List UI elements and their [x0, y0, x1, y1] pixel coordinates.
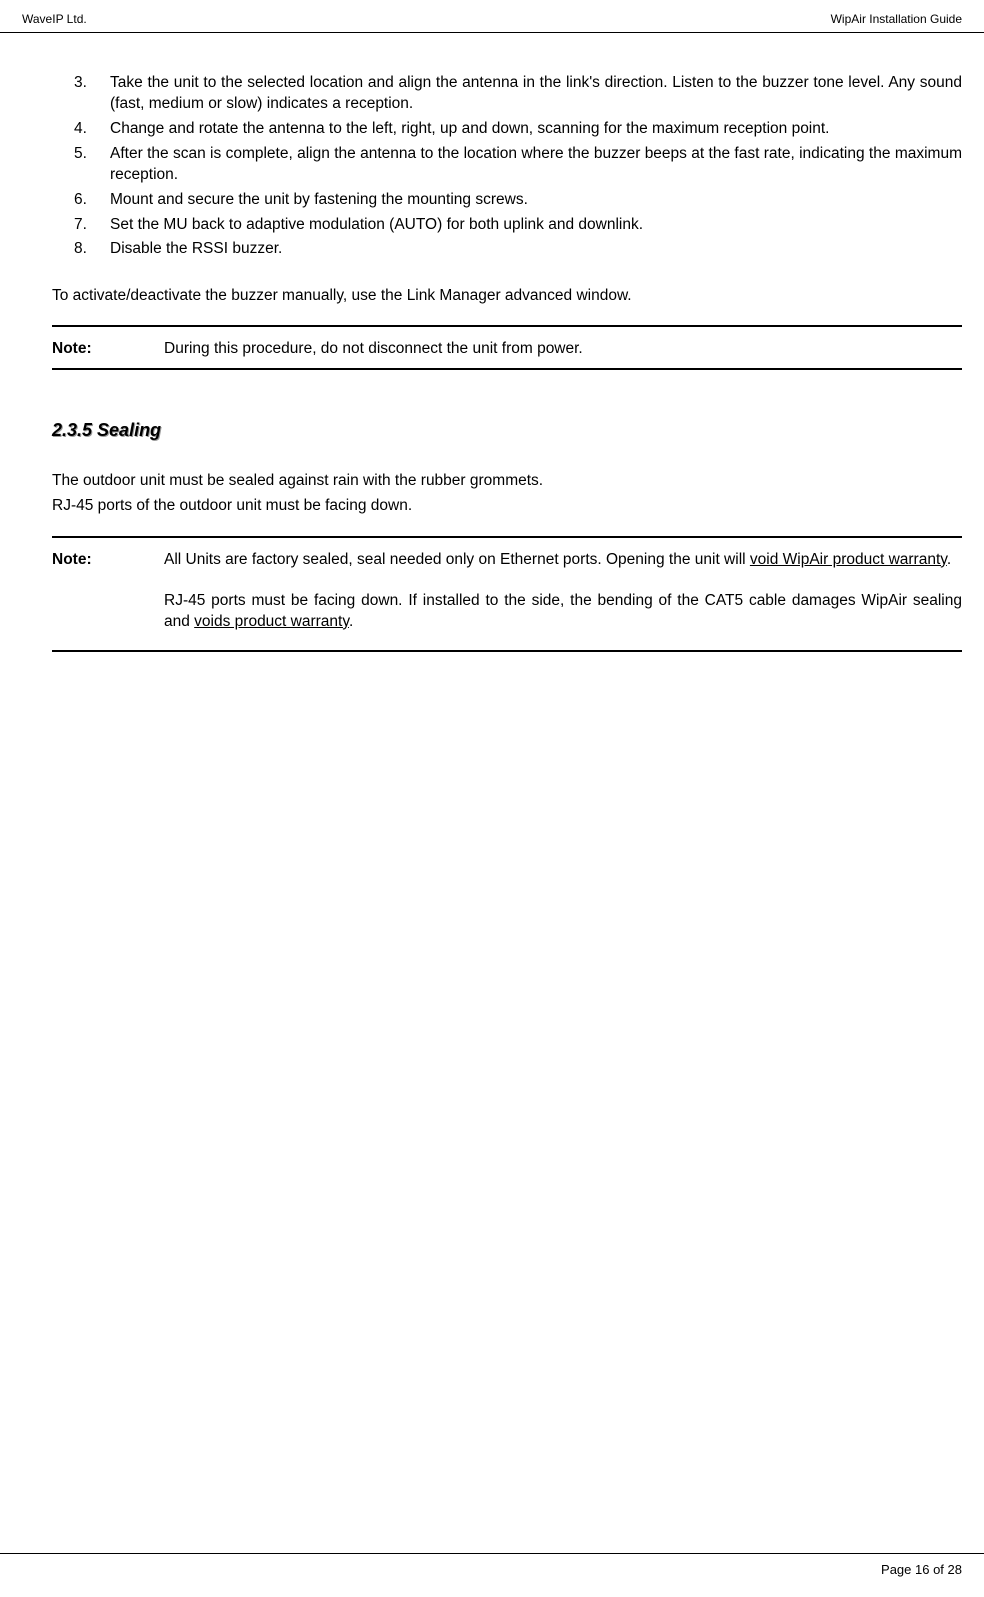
- divider: [52, 536, 962, 538]
- warranty-underline: voids product warranty: [194, 613, 349, 630]
- activate-text: To activate/deactivate the buzzer manual…: [52, 286, 962, 307]
- note-block-1: Note: During this procedure, do not disc…: [52, 339, 962, 360]
- note-text-segment: .: [947, 551, 951, 568]
- procedure-list: Take the unit to the selected location a…: [52, 73, 962, 260]
- note-text: All Units are factory sealed, seal neede…: [164, 550, 962, 633]
- page-number: Page 16 of 28: [881, 1562, 962, 1577]
- note-text-segment: .: [349, 613, 353, 630]
- note-para-1: All Units are factory sealed, seal neede…: [164, 550, 962, 571]
- header-left: WaveIP Ltd.: [22, 12, 87, 26]
- sealing-text-1: The outdoor unit must be sealed against …: [52, 469, 962, 492]
- note-label: Note:: [52, 550, 164, 633]
- page-wrapper: WaveIP Ltd. WipAir Installation Guide Ta…: [0, 0, 984, 1597]
- list-item: Change and rotate the antenna to the lef…: [110, 119, 962, 140]
- sealing-text-2: RJ-45 ports of the outdoor unit must be …: [52, 494, 962, 517]
- note-para-2: RJ-45 ports must be facing down. If inst…: [164, 591, 962, 633]
- divider: [52, 650, 962, 652]
- section-heading-sealing: 2.3.5 Sealing: [52, 420, 962, 441]
- list-item: After the scan is complete, align the an…: [110, 144, 962, 186]
- header-right: WipAir Installation Guide: [831, 12, 962, 26]
- content-area: Take the unit to the selected location a…: [0, 73, 984, 652]
- list-item: Disable the RSSI buzzer.: [110, 239, 962, 260]
- divider: [52, 368, 962, 370]
- list-item: Mount and secure the unit by fastening t…: [110, 190, 962, 211]
- divider: [52, 325, 962, 327]
- page-header: WaveIP Ltd. WipAir Installation Guide: [0, 0, 984, 33]
- list-item: Set the MU back to adaptive modulation (…: [110, 215, 962, 236]
- note-text-segment: All Units are factory sealed, seal neede…: [164, 551, 750, 568]
- warranty-underline: void WipAir product warranty: [750, 551, 947, 568]
- list-item: Take the unit to the selected location a…: [110, 73, 962, 115]
- note-label: Note:: [52, 339, 164, 360]
- note-block-2: Note: All Units are factory sealed, seal…: [52, 550, 962, 633]
- page-footer: Page 16 of 28: [0, 1553, 984, 1597]
- note-text: During this procedure, do not disconnect…: [164, 339, 962, 360]
